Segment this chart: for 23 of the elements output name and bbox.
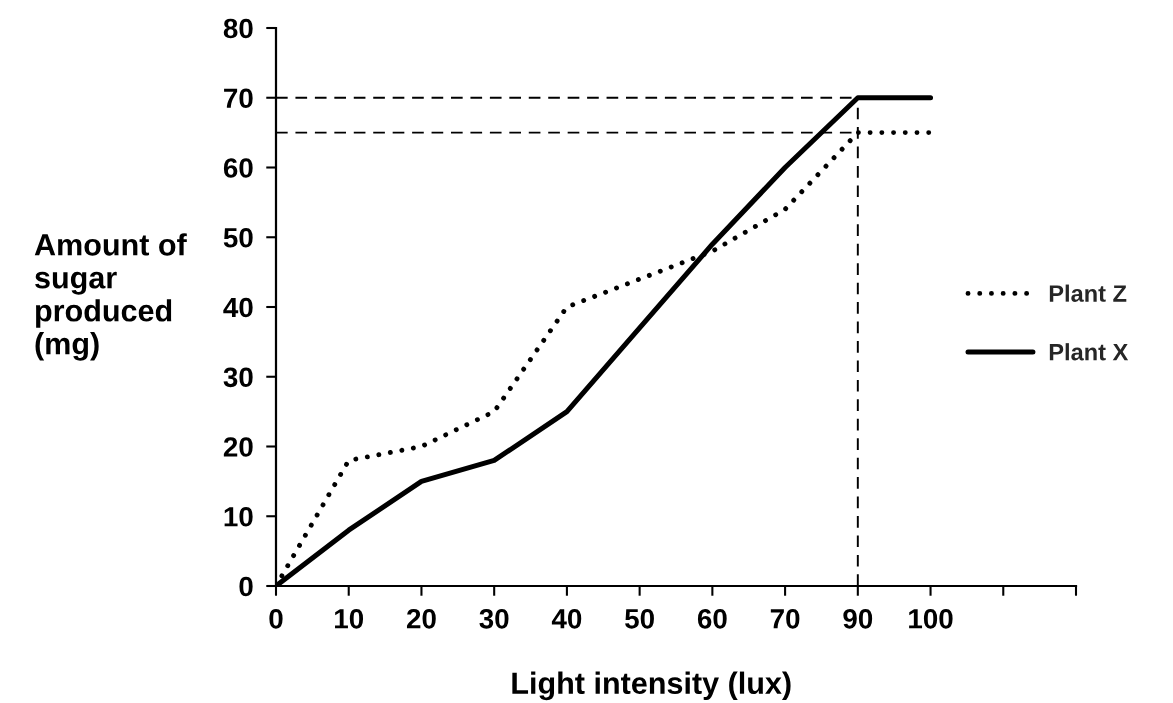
- y-tick-label: 60: [223, 158, 253, 178]
- x-tick-label: 90: [843, 608, 873, 629]
- x-tick-label: 10: [335, 608, 364, 629]
- x-tick-label: 20: [406, 608, 436, 629]
- legend-label: Plant Z: [1049, 284, 1127, 302]
- x-tick-label: 100: [909, 608, 953, 629]
- y-tick-label: 10: [224, 506, 253, 527]
- y-axis-title: Amount of sugar produced (mg): [34, 233, 187, 361]
- x-tick-label: 40: [551, 608, 582, 629]
- y-tick-label: 40: [223, 297, 253, 318]
- y-tick-label: 30: [223, 367, 253, 388]
- x-tick-label: 0: [269, 608, 283, 629]
- x-axis-title: Light intensity (lux): [512, 671, 791, 701]
- y-tick-label: 80: [223, 18, 253, 39]
- legend-label: Plant X: [1049, 343, 1129, 361]
- x-tick-label: 70: [770, 608, 800, 629]
- y-tick-label: 0: [239, 576, 253, 597]
- y-tick-label: 50: [223, 227, 253, 248]
- y-tick-label: 70: [224, 88, 253, 109]
- x-tick-label: 50: [625, 608, 654, 629]
- x-tick-label: 30: [479, 608, 509, 629]
- x-tick-label: 60: [697, 608, 727, 629]
- y-tick-label: 20: [223, 437, 253, 457]
